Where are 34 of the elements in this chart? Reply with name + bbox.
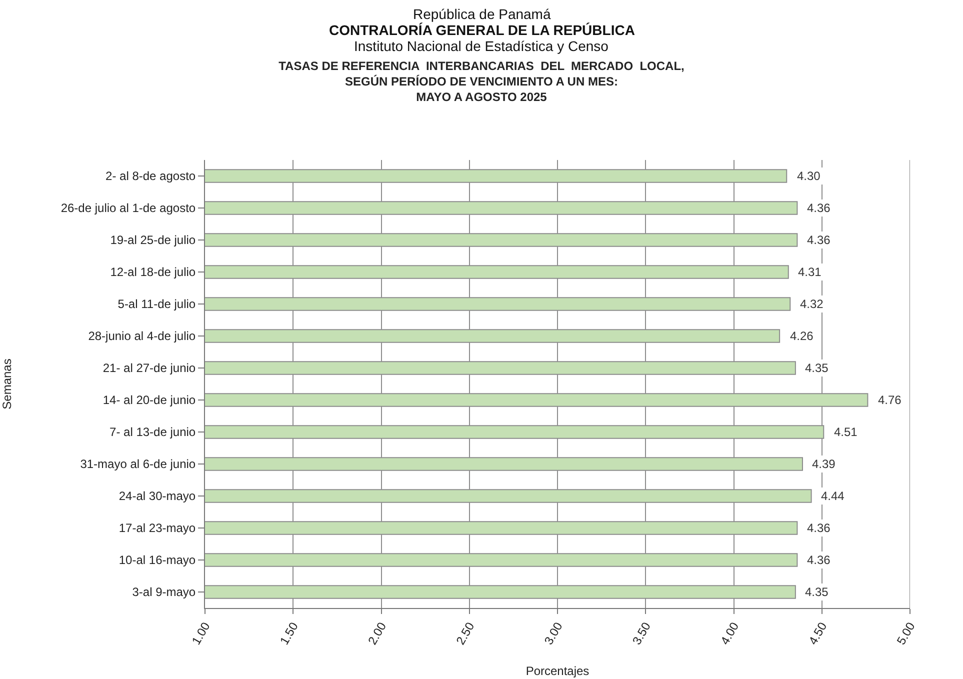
x-axis-title: Porcentajes bbox=[526, 664, 590, 678]
y-tick-label: 10-al 16-mayo bbox=[118, 553, 196, 568]
text: República de Panamá bbox=[413, 6, 551, 22]
y-tick-label: 19-al 25-de julio bbox=[110, 233, 196, 248]
y-tick-label: 31-mayo al 6-de junio bbox=[80, 457, 196, 472]
data-label: 4.30 bbox=[797, 169, 821, 183]
y-tick-label: 12-al 18-de julio bbox=[110, 265, 196, 280]
text: CONTRALORÍA GENERAL DE LA REPÚBLICA bbox=[329, 22, 635, 38]
data-label: 4.51 bbox=[834, 425, 858, 439]
chart-title: TASAS DE REFERENCIA INTERBANCARIAS DEL MERCADO LOCAL, SEGÚN PERÍODO DE VENCIMIENTO A UN MES: MAYO A AGOSTO 2025 bbox=[278, 59, 684, 104]
y-tick-label: 21- al 27-de junio bbox=[102, 361, 196, 376]
data-label: 4.39 bbox=[812, 457, 836, 471]
y-tick-label: 2- al 8-de agosto bbox=[106, 169, 196, 184]
y-tick-label: 7- al 13-de junio bbox=[110, 425, 196, 440]
y-tick-label: 14- al 20-de junio bbox=[102, 393, 196, 408]
y-tick-label: 26-de julio al 1-de agosto bbox=[60, 201, 196, 216]
data-label: 4.35 bbox=[805, 361, 829, 375]
y-tick-label: 3-al 9-mayo bbox=[132, 585, 196, 600]
text: Instituto Nacional de Estadística y Censo bbox=[354, 38, 609, 54]
y-tick-label: 28-junio al 4-de julio bbox=[88, 329, 196, 344]
data-label: 4.36 bbox=[807, 233, 831, 247]
data-label: 4.36 bbox=[807, 553, 831, 567]
data-label: 4.35 bbox=[805, 585, 829, 599]
data-label: 4.44 bbox=[821, 489, 845, 503]
y-tick-label: 17-al 23-mayo bbox=[118, 521, 196, 536]
data-label: 4.31 bbox=[798, 265, 822, 279]
data-label: 4.36 bbox=[807, 201, 831, 215]
data-label: 4.32 bbox=[800, 297, 824, 311]
y-axis-title: Semanas bbox=[0, 358, 14, 410]
data-label: 4.76 bbox=[878, 393, 902, 407]
data-label: 4.36 bbox=[807, 521, 831, 535]
data-label: 4.26 bbox=[790, 329, 814, 343]
y-tick-label: 5-al 11-de julio bbox=[118, 297, 196, 312]
y-tick-label: 24-al 30-mayo bbox=[118, 489, 196, 504]
